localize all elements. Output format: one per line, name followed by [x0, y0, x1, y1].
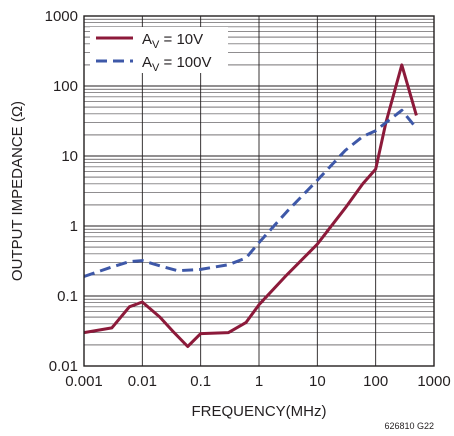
- series-line-av10: [83, 63, 418, 348]
- x-tick-label: 0.001: [65, 373, 103, 390]
- x-tick-label: 10: [309, 373, 326, 390]
- x-tick-label: 0.01: [128, 373, 157, 390]
- y-tick-label: 1000: [45, 8, 78, 25]
- plot-frame: [83, 15, 435, 367]
- legend: AV = 10V AV = 100V: [90, 27, 228, 74]
- x-axis-title: FREQUENCY(MHz): [192, 403, 327, 420]
- grid: [84, 16, 434, 366]
- y-tick-label: 0.1: [57, 288, 78, 305]
- x-tick-label: 0.1: [190, 373, 211, 390]
- series-layer: [83, 63, 418, 348]
- y-tick-label: 10: [61, 148, 78, 165]
- y-tick-labels: 0.01 0.1 1 10 100 1000: [45, 8, 78, 375]
- legend-label-av100: AV = 100V: [142, 54, 212, 74]
- y-axis-title: OUTPUT IMPEDANCE (Ω): [9, 101, 26, 281]
- y-tick-label: 1: [70, 218, 78, 235]
- legend-label-av10: AV = 10V: [142, 31, 203, 51]
- series-line-av100: [83, 108, 418, 278]
- x-tick-label: 1: [255, 373, 263, 390]
- figure-code: 626810 G22: [384, 421, 434, 431]
- x-tick-label: 1000: [417, 373, 450, 390]
- y-tick-label: 100: [53, 78, 78, 95]
- x-tick-labels: 0.001 0.01 0.1 1 10 100 1000: [65, 373, 450, 390]
- x-tick-label: 100: [363, 373, 388, 390]
- legend-box: [90, 27, 228, 73]
- y-tick-label: 0.01: [49, 358, 78, 375]
